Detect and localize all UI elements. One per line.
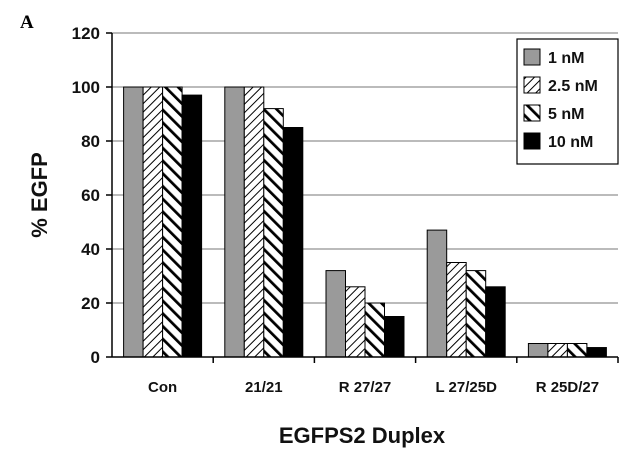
legend-label: 10 nM [548,134,593,151]
bar [527,343,549,358]
bar [465,270,487,358]
y-tick-label: 20 [81,294,100,313]
bar [123,86,144,358]
y-tick-label: 0 [91,348,100,367]
bar [224,86,245,358]
x-category-label: Con [148,379,177,396]
y-tick-label: 120 [72,24,100,43]
y-tick-label: 100 [72,78,100,97]
bar [345,286,366,358]
bar [142,86,164,358]
bar [485,286,506,358]
x-category-labels: Con 21/21 R 27/27 L 27/25D R 25D/27 [148,357,619,396]
bar [446,262,467,358]
bar [586,347,607,358]
y-tick-label: 80 [81,132,100,151]
bar [263,108,284,358]
legend-swatch [523,132,541,150]
legend: 1 nM 2.5 nM 5 nM 10 nM [516,38,619,165]
bar [566,343,588,358]
legend-label: 1 nM [548,50,584,67]
bar [426,229,448,358]
bars [123,86,607,358]
y-tick-label: 60 [81,186,100,205]
x-category-label: R 27/27 [339,379,392,396]
panel-label: A [20,12,34,33]
bar [325,270,346,358]
x-axis-title: EGFPS2 Duplex [279,423,446,448]
y-axis-title: % EGFP [27,152,52,238]
bar [282,127,304,358]
legend-swatch [523,104,541,122]
y-tick-label: 40 [81,240,100,259]
bar [243,86,265,358]
legend-swatch [523,76,541,94]
x-category-label: R 25D/27 [536,379,599,396]
bar [181,94,203,358]
bar [162,86,183,358]
bar [547,343,568,358]
legend-label: 5 nM [548,106,584,123]
bar [384,316,405,358]
legend-swatch [523,48,541,66]
legend-label: 2.5 nM [548,78,598,95]
y-tick-labels: 0 20 40 60 80 100 120 [72,24,100,367]
x-category-label: L 27/25D [435,379,497,396]
x-category-label: 21/21 [245,379,283,396]
bar [364,302,385,358]
